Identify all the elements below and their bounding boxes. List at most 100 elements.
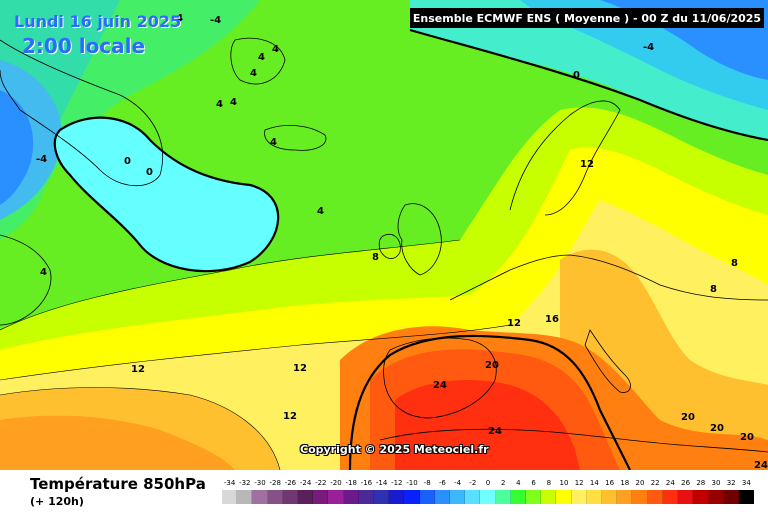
iso-label: 4	[270, 137, 277, 148]
scale-swatch	[282, 490, 299, 504]
iso-label: 24	[433, 380, 447, 391]
scale-swatch	[647, 490, 663, 504]
scale-tick-label: 18	[620, 479, 630, 487]
iso-label: 12	[293, 363, 307, 374]
scale-swatch	[267, 490, 283, 504]
scale-swatch	[662, 490, 679, 504]
scale-swatch	[237, 490, 253, 504]
scale-swatch	[723, 490, 739, 504]
scale-tick-label: 12	[574, 479, 584, 487]
scale-tick-label: -32	[239, 479, 251, 487]
scale-swatch	[419, 490, 435, 504]
scale-tick-label: 30	[711, 479, 721, 487]
isotherm-12c	[0, 324, 511, 381]
scale-swatch	[632, 490, 648, 504]
iso-label: 12	[507, 318, 521, 329]
iso-label: 8	[372, 252, 379, 263]
scale-swatch	[222, 490, 238, 504]
iso-label: 4	[250, 68, 257, 79]
scale-tick-label: 0	[485, 479, 491, 487]
iso-label: 4	[317, 206, 324, 217]
scale-swatch	[252, 490, 268, 504]
scale-tick-label: 28	[696, 479, 706, 487]
scale-tick-label: 22	[650, 479, 660, 487]
scale-tick-label: 10	[559, 479, 569, 487]
iso-label: 4	[272, 44, 279, 55]
iso-label: 20	[740, 432, 754, 443]
scale-swatch	[328, 490, 344, 504]
scale-tick-label: -4	[454, 479, 462, 487]
footer-panel: Température 850hPa (+ 120h) -34 -32 -30 -28…	[0, 470, 768, 512]
iceland-coast	[264, 125, 327, 151]
scale-tick-label: -26	[284, 479, 297, 487]
scale-swatch	[571, 490, 587, 504]
scale-tick-label: 2	[500, 479, 506, 487]
iso-label: 12	[283, 411, 297, 422]
iso-label: 20	[681, 412, 695, 423]
forecast-local-time: 2:00 locale	[22, 34, 146, 58]
scale-swatch	[389, 490, 405, 504]
scale-tick-label: 24	[665, 479, 675, 487]
scale-tick-label: 14	[589, 479, 599, 487]
scale-tick-label: -30	[254, 479, 266, 487]
iberia-coast	[383, 337, 497, 419]
scale-tick-label: -22	[315, 479, 327, 487]
lead-time: (+ 120h)	[30, 495, 84, 508]
scale-swatch	[480, 490, 496, 504]
iso-label: 12	[131, 364, 145, 375]
band-18c-atlantic	[0, 415, 235, 470]
iso-label: 20	[485, 360, 499, 371]
great-britain-coast	[397, 203, 442, 276]
iso-label: -4	[210, 15, 221, 26]
scale-swatch	[358, 490, 375, 504]
scale-tick-label: 4	[516, 479, 521, 487]
iso-label: 20	[710, 423, 724, 434]
north-africa-coast	[379, 428, 768, 453]
scale-swatch	[541, 490, 557, 504]
iso-label: -4	[172, 13, 183, 24]
major-isotherms	[53, 28, 768, 470]
scale-swatch	[434, 490, 451, 504]
scale-swatch	[313, 490, 329, 504]
color-scale-bar	[222, 490, 755, 504]
scandinavia-coast	[509, 100, 621, 216]
scale-swatch	[678, 490, 694, 504]
copyright-notice: Copyright © 2025 Meteociel.fr	[300, 443, 489, 456]
scale-tick-label: -24	[299, 479, 312, 487]
scale-tick-label: 6	[531, 479, 536, 487]
svalbard-coast	[230, 37, 286, 85]
iso-label: -4	[643, 42, 654, 53]
scale-swatch	[556, 490, 572, 504]
scale-tick-label: 20	[635, 479, 645, 487]
scale-tick-label: 16	[605, 479, 615, 487]
scale-tick-label: 26	[681, 479, 691, 487]
iso-label: 16	[545, 314, 559, 325]
iso-label: 12	[580, 159, 594, 170]
isotherm-0c-north	[409, 28, 768, 142]
iso-label: 8	[710, 284, 717, 295]
scale-tick-label: 8	[546, 479, 552, 487]
iso-label: 24	[488, 426, 502, 437]
scale-swatch	[450, 490, 466, 504]
scale-tick-label: -18	[345, 479, 357, 487]
iso-label: 4	[230, 97, 237, 108]
ireland-coast	[378, 233, 401, 259]
labrador-coast	[0, 234, 52, 326]
iso-label: 0	[146, 167, 153, 178]
iso-label: 4	[40, 267, 47, 278]
scale-tick-label: 32	[726, 479, 736, 487]
band-neg4c	[0, 90, 34, 205]
minor-isotherms	[0, 239, 511, 470]
scale-swatch	[738, 490, 755, 504]
scale-tick-label: -16	[360, 479, 373, 487]
scale-swatch	[693, 490, 709, 504]
isotherm-8c	[0, 239, 461, 331]
scale-tick-label: 34	[741, 479, 751, 487]
scale-tick-label: -12	[391, 479, 403, 487]
isotherm-20c	[348, 334, 631, 470]
isotherm-labels: -4 -4 -4 -4 0 0 0 4 4 4 4 4 4 4 4 8 8 8 …	[36, 13, 768, 470]
scale-swatch	[343, 490, 359, 504]
iso-label: 0	[124, 156, 131, 167]
coastlines	[0, 37, 768, 453]
iso-label: 8	[731, 258, 738, 269]
